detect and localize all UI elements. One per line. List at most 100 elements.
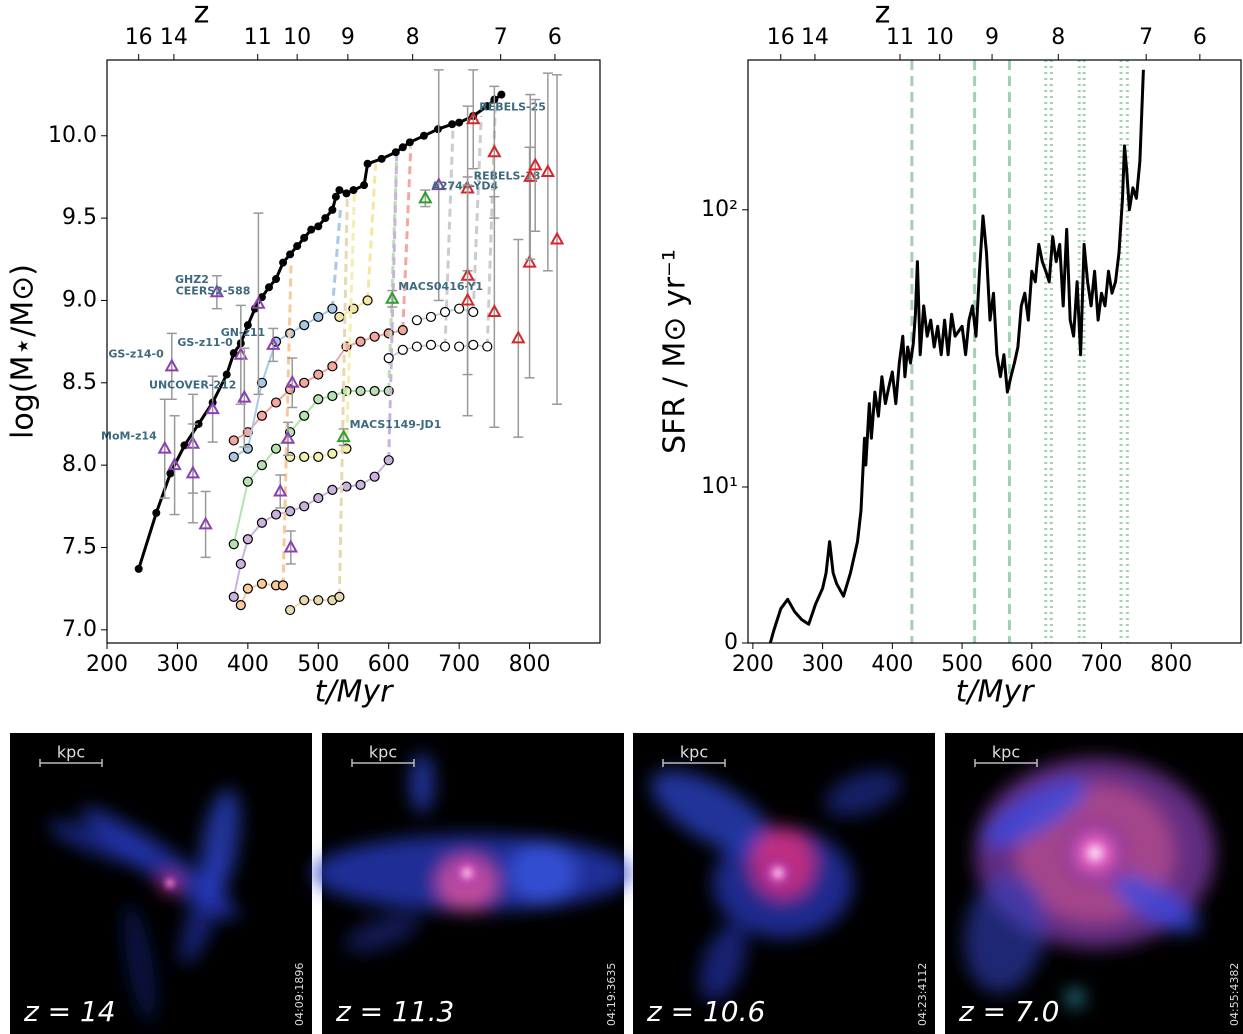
y-tick-label: 9.5 <box>62 205 97 230</box>
main-branch-point <box>398 143 407 152</box>
observation-label: UNCOVER-212 <box>149 379 236 392</box>
y-tick-label: 8.5 <box>62 370 97 395</box>
branch-point <box>299 501 310 512</box>
branch-point <box>242 534 253 545</box>
x2-tick-label: 8 <box>1051 25 1065 50</box>
main-branch-point <box>335 186 344 195</box>
observation-marker <box>237 389 252 403</box>
main-branch-point <box>363 159 372 168</box>
gas-blob <box>410 753 434 813</box>
gas-blob <box>964 873 1046 993</box>
x-tick-label: 200 <box>732 652 774 677</box>
branch-point <box>299 320 310 331</box>
branch-point <box>327 448 338 459</box>
y-tick-label: 10² <box>701 197 738 222</box>
timestamp: 04:09:1896 <box>293 963 306 1026</box>
observation-label: REBELS-18 <box>474 169 541 182</box>
main-branch-line <box>137 93 503 570</box>
observation-label: CEERS2-588 <box>176 285 251 298</box>
branch-point <box>397 344 408 355</box>
branch-point <box>439 306 451 318</box>
galaxy-core <box>1055 813 1135 893</box>
main-branch-point <box>194 419 203 428</box>
main-branch-point <box>360 181 369 190</box>
branch-point <box>341 481 352 492</box>
main-branch-point <box>314 222 323 231</box>
main-branch-point <box>134 564 143 573</box>
x2-tick-label: 16 <box>767 25 795 50</box>
main-branch-point <box>286 250 295 259</box>
observation-marker <box>273 483 288 497</box>
redshift-label: z = 10.6 <box>646 995 765 1028</box>
x-axis-label: t/Myr <box>315 675 395 710</box>
x-tick-label: 700 <box>438 652 480 677</box>
branch-point <box>299 377 310 388</box>
branch-point <box>313 451 324 463</box>
branch-point <box>299 595 310 606</box>
merger-link <box>366 163 378 301</box>
plot-frame <box>747 59 1242 644</box>
observation-marker <box>205 401 220 415</box>
branch-point <box>383 352 394 364</box>
branch-point <box>242 583 253 594</box>
x-tick-label: 800 <box>509 652 551 677</box>
main-branch-point <box>229 349 238 358</box>
y-tick-label: 7.5 <box>62 534 97 559</box>
x-tick-label: 500 <box>297 652 339 677</box>
main-branch-point <box>448 120 457 129</box>
main-branch-point <box>349 186 358 195</box>
image-panel: kpc z = 14 04:09:1896 <box>10 733 312 1034</box>
gas-blob <box>48 821 152 865</box>
y-tick-label: 7.0 <box>62 617 97 642</box>
x2-tick-label: 14 <box>160 25 188 50</box>
observation-label: GS-z11-0 <box>177 336 233 349</box>
observation-marker <box>157 440 172 454</box>
observation-marker <box>487 303 502 317</box>
branch-point <box>425 311 437 323</box>
branch-point <box>334 311 345 323</box>
branch-point <box>327 484 338 495</box>
x-tick-label: 700 <box>1081 652 1123 677</box>
observation-marker <box>167 457 182 471</box>
main-branch-point <box>272 275 281 284</box>
scale-label: kpc <box>680 743 708 762</box>
x2-tick-label: 16 <box>125 25 153 50</box>
branch-point <box>256 410 268 421</box>
main-branch-point <box>483 102 492 111</box>
branch-line <box>232 390 389 545</box>
observation-marker <box>418 190 433 204</box>
galaxy-core <box>449 855 485 891</box>
branch-point <box>256 377 268 388</box>
gas-blob <box>124 903 156 1023</box>
branch-point <box>270 509 282 520</box>
galaxy-core <box>162 875 178 891</box>
observation-label: GHZ2 <box>175 273 209 286</box>
branch-point <box>313 369 324 380</box>
y-tick-label: 10¹ <box>701 474 738 499</box>
x-tick-label: 400 <box>871 652 913 677</box>
branch-line <box>232 459 390 598</box>
branch-point <box>327 303 338 314</box>
branch-point <box>228 451 239 463</box>
merger-link <box>344 193 356 449</box>
gas-blob <box>507 843 577 903</box>
image-panel: kpc z = 10.6 04:23:4112 <box>633 733 935 1034</box>
main-branch-point <box>180 441 189 450</box>
y-tick-label: 8.0 <box>62 452 97 477</box>
branch-point <box>242 476 253 487</box>
x-axis-label: t/Myr <box>956 675 1036 710</box>
observation-marker <box>233 346 249 360</box>
x2-axis-label: z <box>875 0 891 31</box>
observation-label: MoM-z14 <box>101 430 157 443</box>
observation-marker <box>266 336 281 350</box>
main-branch-point <box>342 189 351 198</box>
observation-marker <box>185 465 201 479</box>
x-tick-label: 300 <box>802 652 844 677</box>
main-branch-point <box>321 214 330 223</box>
x2-tick-label: 6 <box>1193 25 1207 50</box>
branch-point <box>270 443 282 454</box>
main-branch-point <box>307 225 316 234</box>
chart-1: 200 300 400 500 600 700 800 16 14 11 10 9 8 7 6 0 10¹ 10²… <box>658 0 1242 710</box>
branch-point <box>228 435 239 446</box>
observation-label: REBELS-25 <box>479 100 546 113</box>
